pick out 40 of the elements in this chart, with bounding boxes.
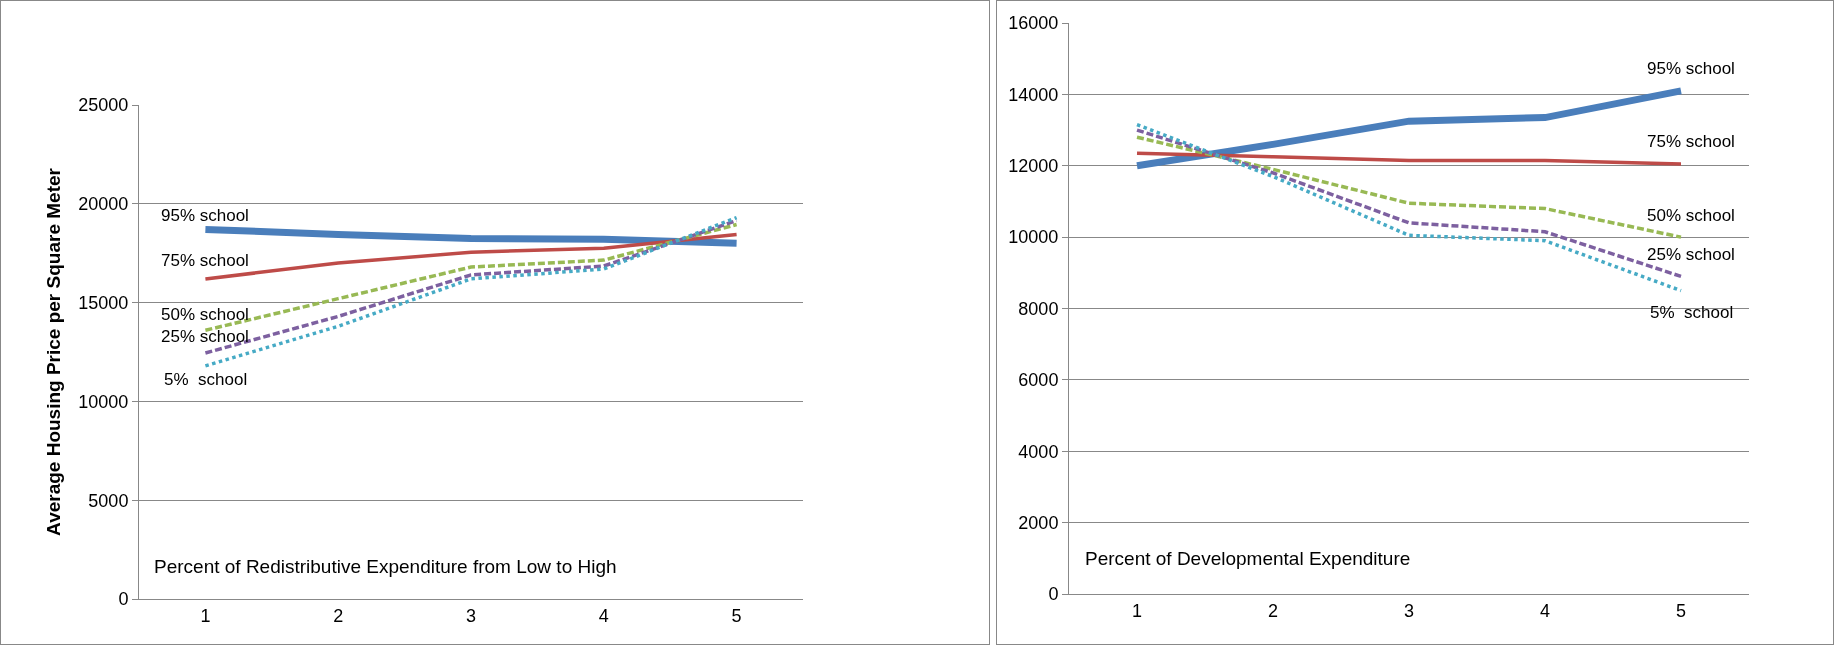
series-label: 25% school [161,327,249,346]
y-tick-label: 8000 [1018,298,1059,319]
x-tick-label: 1 [200,605,211,626]
y-tick-label: 14000 [1008,84,1059,105]
y-tick-label: 16000 [1008,13,1059,34]
y-tick-label: 15000 [78,292,129,313]
x-tick-label: 1 [1131,600,1143,621]
line-series [1135,151,1683,166]
series-label: 95% school [1647,59,1735,78]
y-tick-label: 12000 [1008,156,1059,177]
x-tick-label: 4 [1539,600,1551,621]
x-tick-label: 2 [1267,600,1279,621]
y-tick-label: 2000 [1018,512,1059,533]
y-tick-label: 10000 [78,391,129,412]
series-label: 50% school [161,305,249,324]
x-tick-label: 5 [1675,600,1687,621]
y-tick-label: 25000 [78,95,129,116]
y-tick-label: 0 [1048,584,1059,605]
series-label: 75% school [161,251,249,270]
series-label: 75% school [1647,132,1735,151]
y-tick-label: 10000 [1008,227,1059,248]
x-tick-label: 5 [731,605,742,626]
series-label: 50% school [1647,206,1735,225]
y-axis-title: Average Housing Price per Square Meter [43,167,65,536]
x-axis-title: Percent of Redistributive Expenditure from Low to High [154,556,617,577]
x-tick-label: 3 [465,605,477,626]
line-series [1135,135,1683,239]
x-tick-label: 2 [333,605,344,626]
series-label: 95% school [161,206,249,225]
y-tick-label: 0 [118,589,129,610]
series-label: 25% school [1647,245,1735,264]
y-tick-label: 5000 [88,490,129,511]
x-tick-label: 4 [598,605,609,626]
series-label: 5% school [164,370,248,389]
x-tick-label: 3 [1403,600,1415,621]
x-axis-title: Percent of Developmental Expenditure [1085,548,1411,569]
series-label: 5% school [1650,303,1734,322]
y-tick-label: 6000 [1018,370,1059,391]
y-tick-label: 4000 [1018,441,1059,462]
y-tick-label: 20000 [78,194,129,215]
